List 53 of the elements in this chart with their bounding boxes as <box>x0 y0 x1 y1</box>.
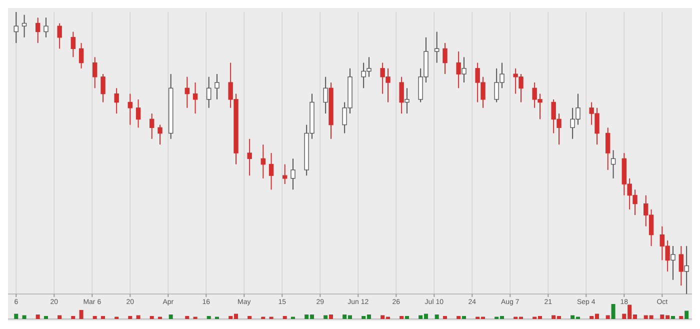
candlestick <box>247 138 252 176</box>
candlestick <box>678 246 684 286</box>
bar <box>150 316 154 319</box>
candlestick <box>268 152 274 190</box>
candlestick <box>434 31 440 64</box>
candlestick <box>114 88 119 114</box>
bar <box>400 316 404 319</box>
bar <box>168 314 173 319</box>
candlestick <box>399 76 404 114</box>
bar <box>101 316 105 319</box>
bar <box>606 315 610 319</box>
bar <box>248 316 252 319</box>
candlestick <box>456 50 461 89</box>
candlestick <box>670 246 676 280</box>
bar <box>324 315 328 319</box>
bar <box>79 310 84 319</box>
candlestick <box>158 124 162 146</box>
bar <box>434 314 439 319</box>
candlestick <box>442 42 448 75</box>
bar <box>329 314 333 319</box>
bar <box>128 316 132 319</box>
candlestick <box>290 158 296 190</box>
candlestick <box>184 76 190 108</box>
bar <box>92 316 97 319</box>
bar <box>136 315 140 319</box>
candlestick <box>214 74 220 100</box>
candlestick <box>260 144 266 179</box>
candlestick <box>684 246 689 294</box>
bar <box>611 304 616 319</box>
candlestick <box>462 56 466 83</box>
candlestick <box>404 88 410 114</box>
candlestick <box>136 98 141 128</box>
bar <box>405 316 409 319</box>
candlestick <box>128 93 132 126</box>
candlestick <box>606 127 610 170</box>
candlestick <box>78 42 84 69</box>
bar <box>443 316 447 319</box>
bar <box>462 316 466 319</box>
candlestick <box>150 113 154 140</box>
candlestick <box>206 76 212 108</box>
bar <box>185 316 190 319</box>
bar <box>206 316 211 319</box>
bar <box>282 316 287 319</box>
candlestick <box>92 56 98 89</box>
candlestick <box>610 150 616 179</box>
candlestick <box>323 76 328 114</box>
candlestick <box>100 74 106 103</box>
bar <box>679 316 684 319</box>
bar <box>456 316 461 319</box>
bar <box>684 310 689 319</box>
candlestick <box>282 164 288 185</box>
candlestick <box>192 82 198 114</box>
bar <box>671 316 675 319</box>
